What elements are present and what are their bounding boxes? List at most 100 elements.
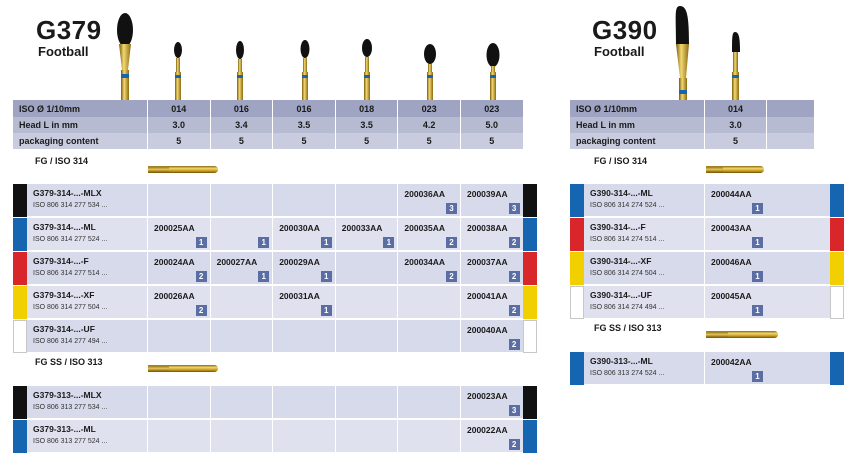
article-number: 200025AA (154, 223, 195, 233)
spec-value: 3.5 (334, 117, 398, 133)
order-cell[interactable]: 200029AA 1 (272, 252, 335, 285)
grit-color-band-left (13, 184, 27, 217)
spec-value: 3.4 (209, 117, 273, 133)
order-cell[interactable]: 200033AA 1 (334, 218, 398, 251)
article-number: 200030AA (279, 223, 320, 233)
order-cell[interactable]: 200037AA 2 (460, 252, 523, 285)
order-cell (147, 420, 210, 453)
iso-number: ISO 806 314 277 514 ... (33, 270, 108, 277)
order-cell (147, 320, 210, 353)
order-cell[interactable]: 200027AA 1 (209, 252, 273, 285)
article-number: 200034AA (404, 257, 446, 267)
order-cell[interactable]: 200024AA 2 (147, 252, 210, 285)
order-cell[interactable]: 200031AA 1 (272, 286, 335, 319)
article-number: 200044AA (711, 189, 752, 199)
table-row: G379-313-...-ML ISO 806 313 277 524 ... 20… (13, 420, 537, 453)
bur-instrument-icons-g390 (675, 6, 740, 100)
table-row: G379-314-...-UF ISO 806 314 277 494 ... 20… (13, 320, 537, 353)
bur-icon-5 (362, 39, 372, 100)
order-cell[interactable]: 200026AA 2 (147, 286, 210, 319)
article-number: 200041AA (467, 291, 508, 301)
order-cell[interactable]: 200038AA 2 (460, 218, 523, 251)
pack-badge: 1 (752, 371, 763, 382)
order-cell (397, 420, 460, 453)
product-subtitle-g390: Football (594, 44, 645, 59)
order-cell[interactable]: 200041AA 2 (460, 286, 523, 319)
grit-color-band-right (523, 218, 537, 251)
order-cell (397, 386, 460, 419)
product-code: G390-314-...-XF (590, 256, 652, 266)
table-row: G390-313-...-ML ISO 806 313 274 524 ... 20… (570, 352, 844, 385)
pack-badge: 2 (445, 271, 457, 282)
order-cell[interactable]: 200030AA 1 (272, 218, 335, 251)
order-cell[interactable]: 200034AA 2 (397, 252, 460, 285)
order-cell (272, 320, 335, 353)
order-cell[interactable]: 200045AA 1 (704, 286, 766, 319)
order-cell[interactable]: 200023AA 3 (460, 386, 523, 419)
order-cell (272, 386, 335, 419)
spec-value: 018 (334, 100, 398, 117)
spec-value: 023 (397, 100, 460, 117)
spec-label-packaging: packaging content (13, 133, 147, 149)
spec-label-iso: ISO Ø 1/10mm (13, 100, 147, 117)
spec-value: 016 (272, 100, 335, 117)
pack-badge: 1 (383, 237, 395, 248)
pack-badge: 3 (508, 203, 520, 214)
order-cell[interactable]: 200036AA 3 (397, 184, 460, 217)
order-cell[interactable]: 200039AA 3 (460, 184, 523, 217)
grit-color-band-right (523, 286, 537, 319)
order-cell[interactable]: 200043AA 1 (704, 218, 766, 251)
pack-badge: 2 (508, 271, 520, 282)
spec-value: 3.0 (704, 117, 766, 133)
bur-icon-g390-large (675, 6, 689, 100)
spec-value: 5 (147, 133, 210, 149)
spec-value: 016 (209, 100, 273, 117)
product-code: G379-314-...-UF (33, 324, 95, 334)
article-number: 200036AA (404, 189, 446, 199)
iso-number: ISO 806 314 274 504 ... (590, 270, 665, 277)
order-cell (334, 184, 398, 217)
article-number: 200023AA (467, 391, 508, 401)
order-cell[interactable]: 200022AA 2 (460, 420, 523, 453)
product-code: G390-314-...-UF (590, 290, 652, 300)
order-cell (272, 420, 335, 453)
iso-number: ISO 806 314 274 524 ... (590, 202, 665, 209)
bur-icon-3 (236, 41, 244, 100)
grit-color-band-right (830, 352, 844, 385)
grit-color-band-right (830, 252, 844, 285)
article-number: 200022AA (467, 425, 508, 435)
grit-color-band-left (13, 218, 27, 251)
pack-badge: 1 (258, 237, 270, 248)
spec-value: 5 (459, 133, 523, 149)
spec-value: 014 (147, 100, 210, 117)
article-number: 200043AA (711, 223, 752, 233)
pack-badge: 1 (320, 237, 332, 248)
article-number: 200045AA (711, 291, 752, 301)
spec-empty (766, 100, 814, 117)
pack-badge: 1 (320, 271, 332, 282)
article-number: 200027AA (216, 257, 258, 267)
order-cell[interactable]: 200042AA 1 (704, 352, 766, 385)
order-cell[interactable]: 200044AA 1 (704, 184, 766, 217)
pack-badge: 3 (508, 405, 520, 416)
table-row: G379-313-...-MLX ISO 806 313 277 534 ... 2… (13, 386, 537, 419)
order-cell[interactable]: 200025AA 1 (147, 218, 210, 251)
table-row: G390-314-...-F ISO 806 314 274 514 ... 200… (570, 218, 844, 251)
order-cell (334, 420, 398, 453)
iso-number: ISO 806 314 274 494 ... (590, 304, 665, 311)
pack-badge: 1 (195, 237, 207, 248)
product-code: G379-313-...-MLX (33, 390, 102, 400)
iso-number: ISO 806 313 277 534 ... (33, 404, 108, 411)
section-label-fgss: FG SS / ISO 313 (35, 357, 103, 367)
order-cell[interactable]: 200046AA 1 (704, 252, 766, 285)
bur-icon-2 (174, 42, 182, 100)
order-cell[interactable]: 200040AA 2 (460, 320, 523, 353)
spec-table-g379: ISO Ø 1/10mm 014 016 016 018 023 023 Hea… (13, 100, 523, 149)
iso-number: ISO 806 313 277 524 ... (33, 438, 108, 445)
product-code: G379-314-...-ML (33, 222, 96, 232)
order-cell (147, 184, 210, 217)
pack-badge: 1 (752, 203, 763, 214)
order-cell[interactable]: 1 (209, 218, 273, 251)
order-cell[interactable]: 200035AA 2 (397, 218, 460, 251)
product-code: G390-314-...-ML (590, 188, 653, 198)
